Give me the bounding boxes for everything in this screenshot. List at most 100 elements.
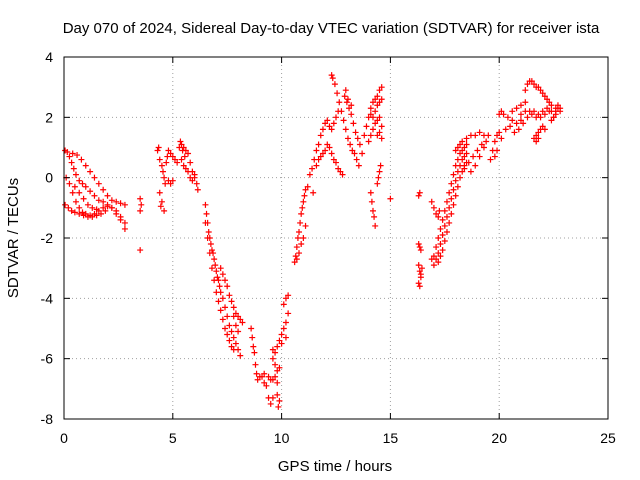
- data-point: [330, 156, 337, 163]
- data-point: [465, 159, 472, 166]
- data-point: [70, 165, 77, 172]
- data-point: [274, 343, 281, 350]
- data-point: [100, 204, 107, 211]
- data-point: [313, 147, 320, 154]
- data-point: [174, 159, 181, 166]
- data-point: [478, 141, 485, 148]
- data-point: [137, 195, 144, 202]
- data-point: [333, 114, 339, 121]
- y-tick-label: 0: [45, 170, 53, 186]
- data-point: [416, 268, 423, 275]
- data-point: [387, 195, 394, 202]
- data-point: [253, 370, 260, 377]
- data-point: [376, 168, 383, 175]
- data-point: [117, 216, 124, 223]
- data-point: [180, 162, 187, 169]
- data-point: [491, 138, 498, 145]
- data-point: [537, 114, 544, 121]
- data-point: [541, 126, 548, 133]
- y-tick-label: -8: [41, 411, 54, 427]
- data-point: [165, 147, 172, 154]
- data-point: [93, 212, 100, 219]
- data-point: [161, 174, 168, 181]
- data-point: [254, 376, 261, 383]
- data-point: [328, 150, 335, 157]
- data-point: [249, 334, 256, 341]
- data-point: [272, 373, 279, 380]
- data-point: [69, 189, 76, 196]
- data-point: [230, 346, 237, 353]
- data-point: [205, 228, 212, 235]
- data-point: [185, 168, 192, 175]
- data-point: [189, 177, 196, 184]
- data-point: [206, 250, 213, 257]
- data-point: [87, 168, 94, 175]
- data-point: [275, 403, 282, 410]
- data-point: [87, 188, 94, 195]
- data-point: [269, 355, 276, 362]
- data-point: [306, 171, 313, 178]
- data-point: [504, 114, 511, 121]
- data-point: [367, 132, 374, 139]
- data-point: [452, 177, 459, 184]
- data-point: [467, 168, 474, 175]
- data-point: [441, 222, 448, 229]
- data-point: [76, 177, 83, 184]
- data-point: [539, 123, 546, 130]
- data-point: [80, 212, 87, 219]
- data-point: [359, 150, 366, 157]
- data-point: [228, 328, 235, 335]
- data-point: [219, 271, 226, 278]
- data-point: [417, 271, 424, 278]
- data-point: [435, 213, 442, 220]
- data-point: [378, 96, 385, 103]
- data-point: [274, 391, 281, 398]
- data-point: [443, 198, 450, 205]
- data-point: [517, 111, 524, 118]
- data-point: [448, 210, 455, 217]
- data-point: [212, 262, 219, 269]
- data-point: [457, 174, 464, 181]
- data-point: [204, 235, 211, 241]
- data-point: [329, 75, 336, 82]
- data-point: [66, 180, 73, 187]
- data-point: [232, 310, 239, 317]
- data-point: [430, 204, 437, 211]
- data-point: [498, 135, 505, 142]
- data-point: [158, 162, 165, 169]
- data-point: [454, 183, 461, 190]
- data-point: [252, 361, 259, 368]
- data-point: [367, 189, 374, 196]
- data-point: [463, 150, 470, 157]
- data-point: [513, 120, 520, 127]
- data-point: [433, 256, 440, 263]
- data-point: [487, 156, 494, 163]
- data-point: [524, 81, 531, 88]
- data-point: [537, 87, 544, 94]
- data-point: [230, 313, 237, 320]
- data-point: [369, 207, 376, 214]
- data-point: [72, 198, 79, 205]
- data-point: [213, 268, 220, 275]
- data-point: [463, 141, 470, 148]
- data-point: [263, 382, 270, 389]
- data-point: [517, 102, 524, 109]
- data-point: [344, 96, 351, 103]
- data-point: [79, 180, 86, 187]
- data-point: [272, 361, 279, 368]
- data-point: [208, 247, 215, 254]
- data-point: [369, 114, 376, 121]
- data-point: [435, 259, 442, 266]
- data-point: [121, 219, 128, 226]
- data-point: [502, 126, 509, 133]
- data-point: [374, 102, 381, 109]
- data-point: [293, 244, 300, 251]
- data-point: [89, 204, 96, 211]
- data-point: [261, 379, 268, 386]
- data-point: [375, 174, 382, 181]
- data-point: [330, 120, 337, 127]
- data-point: [239, 319, 246, 326]
- data-point: [319, 126, 326, 133]
- data-point: [282, 334, 289, 341]
- data-point: [84, 201, 91, 208]
